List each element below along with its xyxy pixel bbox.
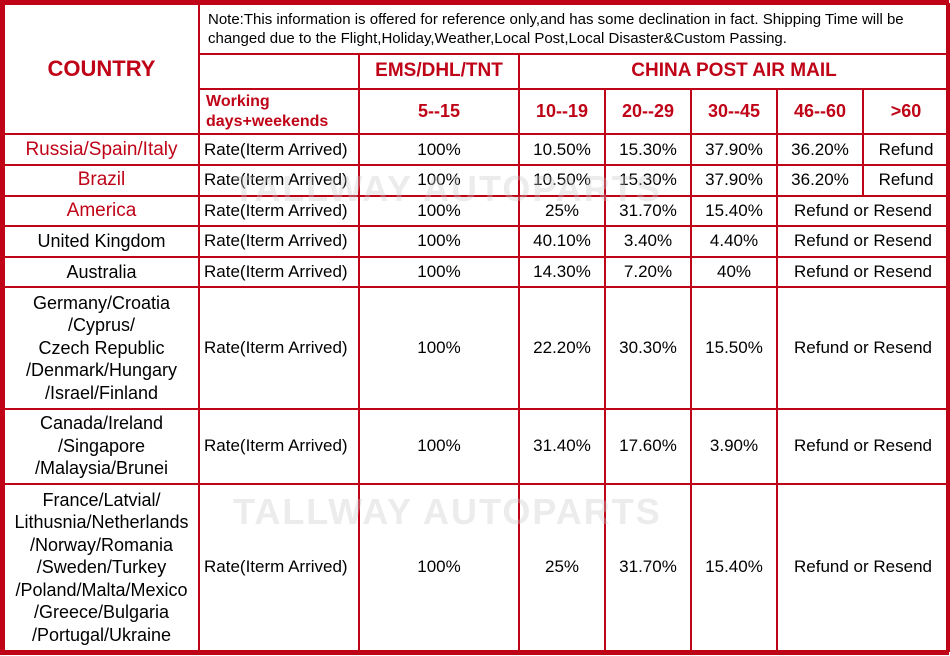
r4-value-7: 15.40% [691, 484, 777, 651]
r2-value-3: 40.10% [519, 226, 605, 257]
country-cell-1: Brazil [4, 165, 199, 196]
r2-value-7: 25% [519, 484, 605, 651]
ems-value-5: 100% [359, 287, 519, 408]
r2-value-6: 31.40% [519, 409, 605, 484]
rate-label-3: Rate(Iterm Arrived) [199, 226, 359, 257]
refund-resend-6: Refund or Resend [777, 409, 949, 484]
china-post-header: CHINA POST AIR MAIL [519, 54, 949, 89]
r4-value-0: 37.90% [691, 134, 777, 165]
rate-label-6: Rate(Iterm Arrived) [199, 409, 359, 484]
note-text: Note:This information is offered for ref… [199, 4, 949, 54]
r4-value-6: 3.90% [691, 409, 777, 484]
r4-value-2: 15.40% [691, 196, 777, 227]
range-header-range6: >60 [863, 89, 949, 134]
r4-value-5: 15.50% [691, 287, 777, 408]
r3-value-0: 15.30% [605, 134, 691, 165]
working-days-header: Working days+weekends [199, 89, 359, 134]
country-cell-2: America [4, 196, 199, 227]
r3-value-4: 7.20% [605, 257, 691, 288]
ems-value-7: 100% [359, 484, 519, 651]
r3-value-1: 15.30% [605, 165, 691, 196]
r6-value-0: Refund [863, 134, 949, 165]
shipping-table-container: TALLWAY AUTOPARTS TALLWAY AUTOPARTS COUN… [0, 0, 949, 655]
r2-value-1: 10.50% [519, 165, 605, 196]
country-cell-0: Russia/Spain/Italy [4, 134, 199, 165]
refund-resend-7: Refund or Resend [777, 484, 949, 651]
r3-value-3: 3.40% [605, 226, 691, 257]
range-header-range2: 10--19 [519, 89, 605, 134]
r4-value-1: 37.90% [691, 165, 777, 196]
country-cell-7: France/Latvial/Lithusnia/Netherlands/Nor… [4, 484, 199, 651]
range-header-range4: 30--45 [691, 89, 777, 134]
r3-value-2: 31.70% [605, 196, 691, 227]
refund-resend-2: Refund or Resend [777, 196, 949, 227]
r3-value-6: 17.60% [605, 409, 691, 484]
refund-resend-4: Refund or Resend [777, 257, 949, 288]
ems-value-1: 100% [359, 165, 519, 196]
rate-label-4: Rate(Iterm Arrived) [199, 257, 359, 288]
country-cell-5: Germany/Croatia/Cyprus/Czech Republic/De… [4, 287, 199, 408]
r3-value-7: 31.70% [605, 484, 691, 651]
ems-value-4: 100% [359, 257, 519, 288]
ems-value-0: 100% [359, 134, 519, 165]
rate-label-0: Rate(Iterm Arrived) [199, 134, 359, 165]
r6-value-1: Refund [863, 165, 949, 196]
country-cell-6: Canada/Ireland/Singapore/Malaysia/Brunei [4, 409, 199, 484]
rate-label-2: Rate(Iterm Arrived) [199, 196, 359, 227]
r5-value-1: 36.20% [777, 165, 863, 196]
blank-cell [199, 54, 359, 89]
ems-value-6: 100% [359, 409, 519, 484]
r2-value-0: 10.50% [519, 134, 605, 165]
country-cell-4: Australia [4, 257, 199, 288]
ems-value-3: 100% [359, 226, 519, 257]
range-header-range5: 46--60 [777, 89, 863, 134]
range-header-range1: 5--15 [359, 89, 519, 134]
r4-value-4: 40% [691, 257, 777, 288]
r2-value-4: 14.30% [519, 257, 605, 288]
shipping-table: COUNTRYNote:This information is offered … [3, 3, 950, 652]
r2-value-2: 25% [519, 196, 605, 227]
country-header: COUNTRY [4, 4, 199, 134]
rate-label-1: Rate(Iterm Arrived) [199, 165, 359, 196]
refund-resend-3: Refund or Resend [777, 226, 949, 257]
range-header-range3: 20--29 [605, 89, 691, 134]
r2-value-5: 22.20% [519, 287, 605, 408]
ems-header: EMS/DHL/TNT [359, 54, 519, 89]
r3-value-5: 30.30% [605, 287, 691, 408]
ems-value-2: 100% [359, 196, 519, 227]
r4-value-3: 4.40% [691, 226, 777, 257]
rate-label-7: Rate(Iterm Arrived) [199, 484, 359, 651]
refund-resend-5: Refund or Resend [777, 287, 949, 408]
r5-value-0: 36.20% [777, 134, 863, 165]
rate-label-5: Rate(Iterm Arrived) [199, 287, 359, 408]
country-cell-3: United Kingdom [4, 226, 199, 257]
